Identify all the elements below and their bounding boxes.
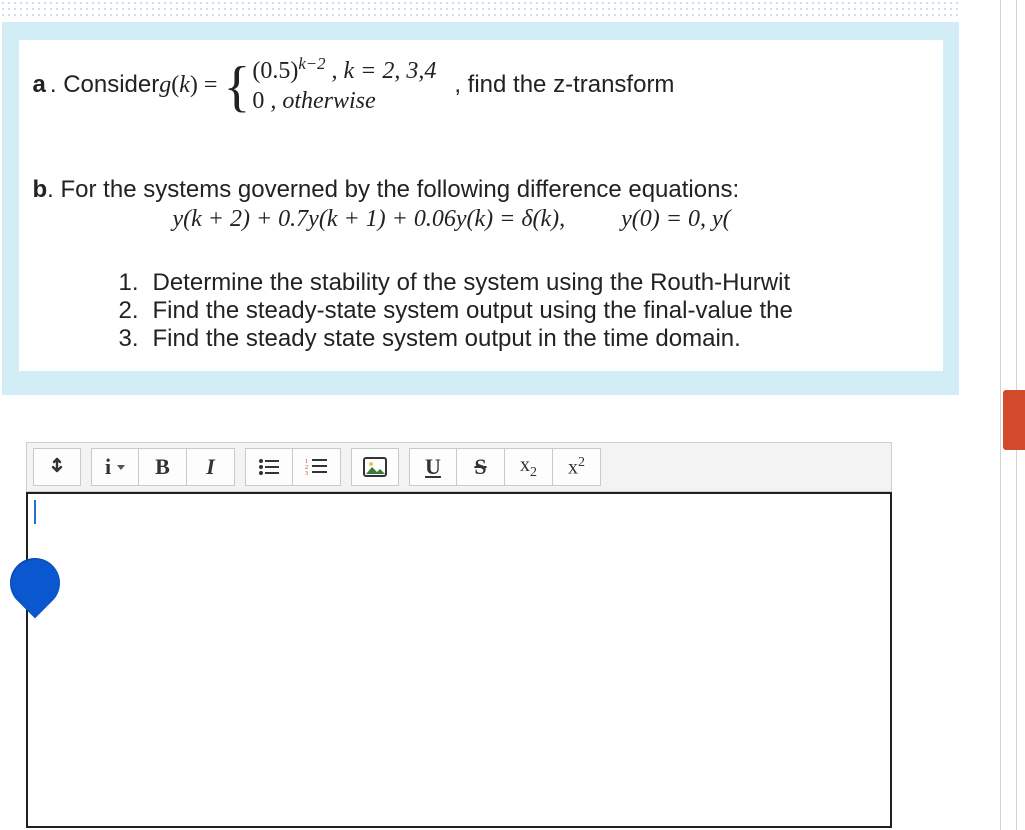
red-flag-stub — [1003, 390, 1025, 450]
numbered-list-icon: 1 2 3 — [305, 457, 329, 477]
piece2-cond: , otherwise — [264, 88, 375, 114]
italic-label: I — [206, 454, 215, 480]
expand-icon — [48, 457, 66, 477]
qa-lead: . Consider — [50, 71, 159, 99]
underline-label: U — [425, 454, 441, 480]
decorative-dotted-band — [0, 0, 960, 20]
qb-lead: . For the systems governed by the follow… — [47, 176, 739, 203]
piece1-base: (0.5) — [252, 58, 298, 84]
info-dropdown-button[interactable]: i — [91, 448, 139, 486]
piecewise-cases: (0.5)k−2 , k = 2, 3,4 0 , otherwise — [252, 54, 436, 116]
svg-text:3: 3 — [305, 471, 308, 477]
qa-trail: , find the z-transform — [454, 71, 674, 99]
editor-toolbar: i B I 1 2 3 — [26, 442, 892, 492]
qb-eq-ic: y(0) = 0, y( — [621, 206, 730, 232]
sub-index: 2 — [530, 465, 537, 480]
sup-index: 2 — [578, 455, 585, 470]
list-item-2: Find the steady-state system output usin… — [153, 297, 793, 325]
qb-eq-main: y(k + 2) + 0.7y(k + 1) + 0.06y(k) = δ(k)… — [173, 206, 566, 232]
numbered-list-button[interactable]: 1 2 3 — [293, 448, 341, 486]
list-item-1: Determine the stability of the system us… — [153, 269, 791, 297]
subscript-button[interactable]: x2 — [505, 448, 553, 486]
qa-paren-open: ( — [171, 72, 179, 99]
piece2-val: 0 — [252, 88, 264, 114]
answer-editor[interactable] — [26, 492, 892, 828]
right-panel-edge — [995, 0, 1025, 830]
list-item-3: Find the steady state system output in t… — [153, 325, 741, 353]
qa-k: k — [179, 72, 190, 99]
qa-g: g — [159, 72, 171, 99]
underline-button[interactable]: U — [409, 448, 457, 486]
list-num-1: 1. — [119, 269, 153, 297]
qb-list: 1.Determine the stability of the system … — [119, 269, 929, 353]
image-icon — [363, 457, 387, 477]
bold-label: B — [155, 454, 170, 480]
question-inner: a . Consider g ( k ) = { (0.5)k−2 , k = … — [19, 40, 943, 371]
strikethrough-button[interactable]: S — [457, 448, 505, 486]
insert-image-button[interactable] — [351, 448, 399, 486]
list-num-3: 3. — [119, 325, 153, 353]
list-num-2: 2. — [119, 297, 153, 325]
sup-base: x — [568, 456, 578, 478]
text-cursor — [34, 500, 36, 524]
question-a: a . Consider g ( k ) = { (0.5)k−2 , k = … — [33, 54, 929, 116]
chevron-down-icon — [117, 465, 125, 470]
expand-toolbar-button[interactable] — [33, 448, 81, 486]
qa-paren-close: ) = — [190, 72, 218, 99]
question-b: b. For the systems governed by the follo… — [33, 176, 929, 353]
bullet-list-button[interactable] — [245, 448, 293, 486]
piece1-exp: k−2 — [298, 54, 325, 73]
piecewise-brace: { — [223, 65, 250, 110]
question-card: a . Consider g ( k ) = { (0.5)k−2 , k = … — [2, 22, 959, 395]
info-label: i — [105, 454, 111, 480]
superscript-button[interactable]: x2 — [553, 448, 601, 486]
bullet-list-icon — [258, 458, 280, 476]
sub-base: x — [520, 454, 530, 476]
rich-text-editor: i B I 1 2 3 — [26, 442, 892, 828]
qb-label: b — [33, 176, 48, 203]
qa-label: a — [33, 71, 46, 99]
strike-label: S — [474, 454, 486, 480]
italic-button[interactable]: I — [187, 448, 235, 486]
qb-equation: y(k + 2) + 0.7y(k + 1) + 0.06y(k) = δ(k)… — [173, 206, 929, 233]
bold-button[interactable]: B — [139, 448, 187, 486]
piece1-cond: , k = 2, 3,4 — [325, 58, 436, 84]
